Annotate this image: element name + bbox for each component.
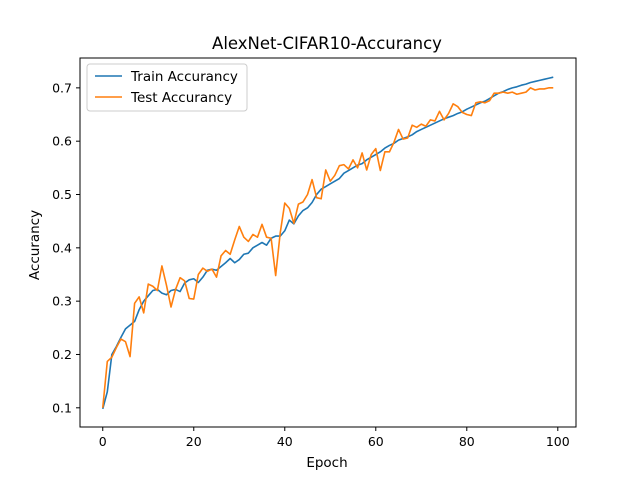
legend-label-train: Train Accurancy (130, 69, 238, 85)
chart-title: AlexNet-CIFAR10-Accurancy (212, 34, 442, 53)
y-tick-label: 0.4 (52, 240, 72, 255)
series-line-train (101, 76, 554, 410)
legend-box (86, 63, 248, 112)
x-tick-label: 80 (459, 434, 475, 449)
legend-label-test: Test Accurancy (130, 90, 232, 106)
y-tick-label: 0.5 (52, 187, 72, 202)
x-axis-label: Epoch (306, 455, 347, 471)
y-tick-label: 0.1 (52, 400, 72, 415)
series-line-test (101, 87, 554, 408)
x-tick-label: 0 (99, 434, 107, 449)
y-tick-label: 0.3 (52, 294, 72, 309)
legend: Train Accurancy Test Accurancy (86, 63, 248, 112)
y-tick-label: 0.2 (52, 347, 72, 362)
x-tick-label: 20 (186, 434, 202, 449)
x-tick-label: 60 (368, 434, 384, 449)
x-tick-label: 40 (277, 434, 293, 449)
y-tick-label: 0.6 (52, 134, 72, 149)
ticks-layer: 0 20 40 60 80 100 0.1 0.2 0.3 0.4 0.5 0.6 0.7 (52, 80, 570, 449)
y-tick-label: 0.7 (52, 80, 72, 95)
axes-frame (79, 57, 577, 428)
series-layer (101, 76, 554, 410)
y-axis-label: Accurancy (27, 210, 43, 280)
x-tick-label: 100 (546, 434, 570, 449)
